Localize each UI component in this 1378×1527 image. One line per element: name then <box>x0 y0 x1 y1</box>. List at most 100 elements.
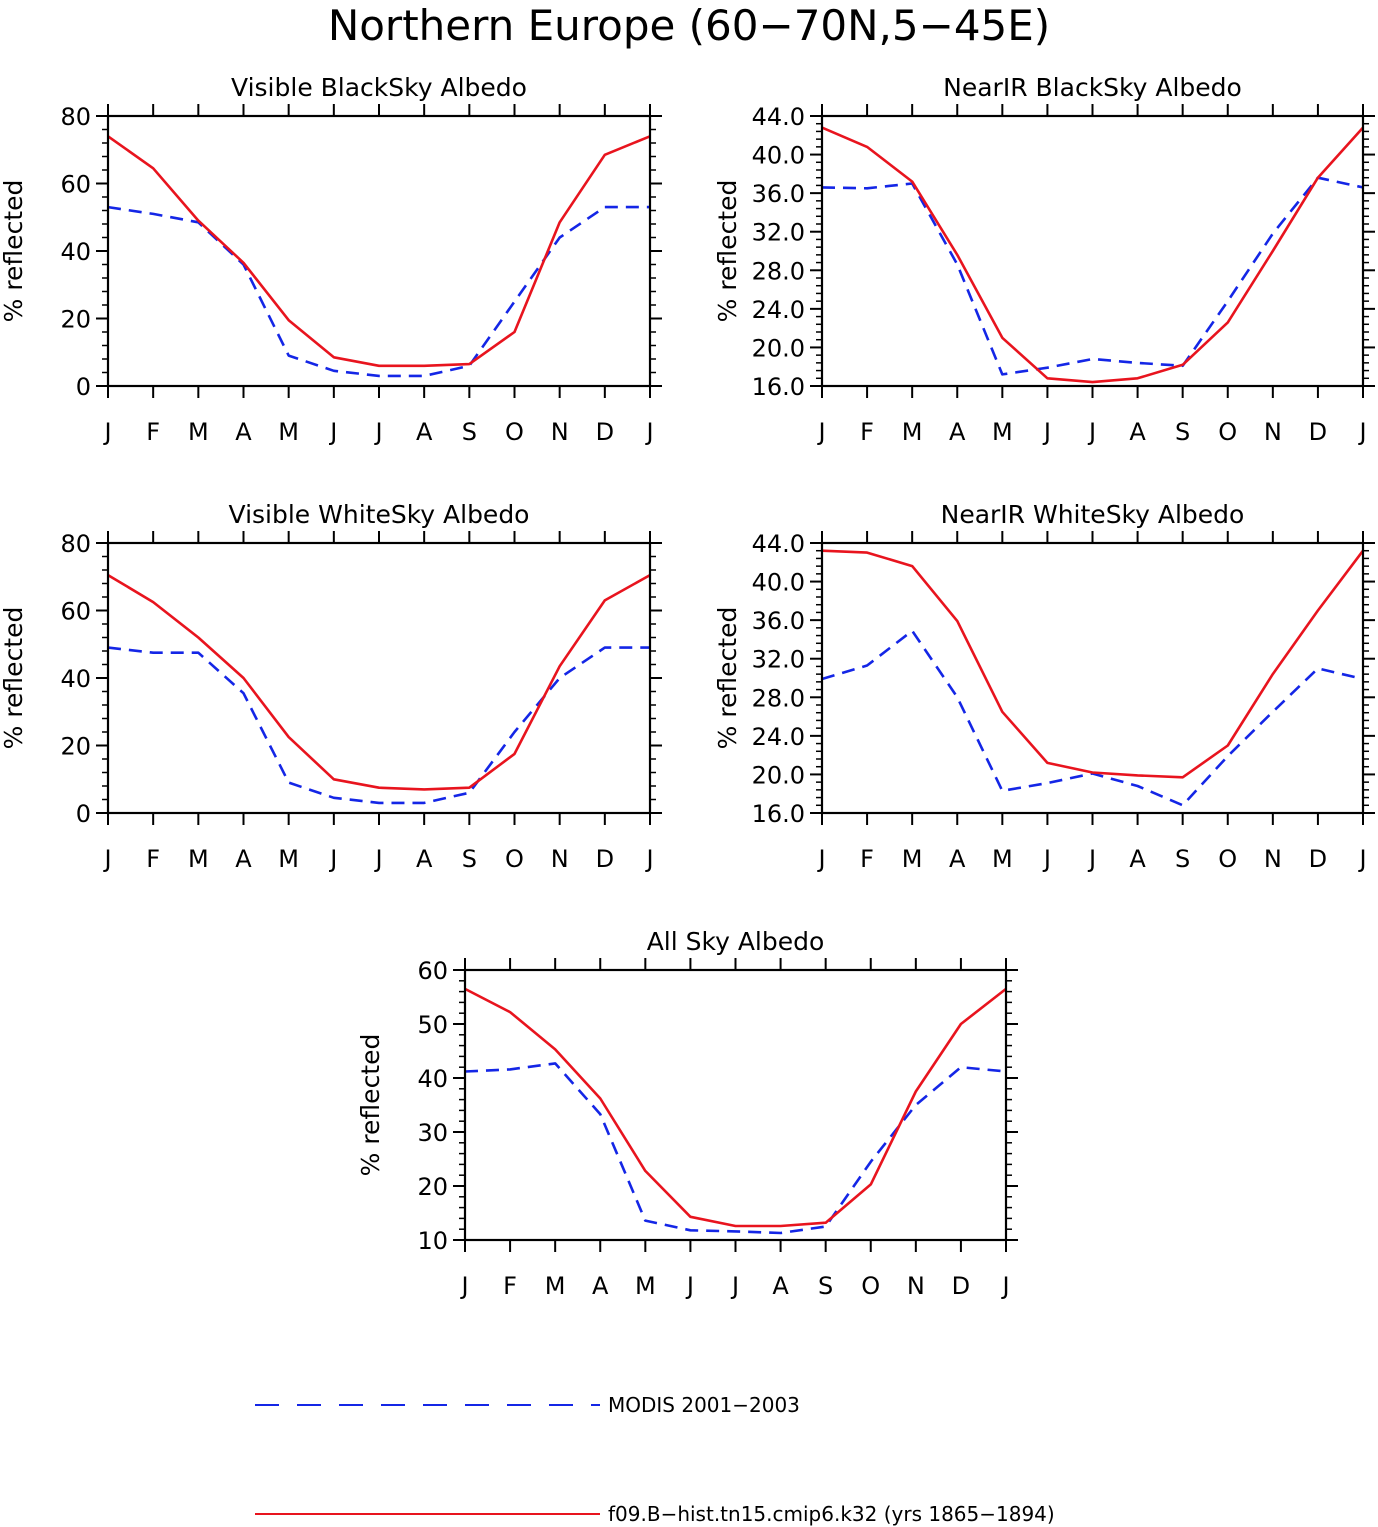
y-axis-label: % reflected <box>713 607 742 750</box>
panel-title: NearIR BlackSky Albedo <box>943 73 1242 102</box>
series-line-modis <box>107 646 650 805</box>
y-tick-label: 40 <box>417 1065 448 1093</box>
y-tick-label: 36.0 <box>752 180 805 208</box>
y-tick-label: 32.0 <box>752 646 805 674</box>
x-tick-label: J <box>1042 845 1051 873</box>
plot-frame <box>820 114 1365 388</box>
series-line-model <box>821 549 1365 779</box>
y-tick-label: 24.0 <box>752 723 805 751</box>
y-tick-label: 20.0 <box>752 761 805 789</box>
x-tick-label: A <box>592 1272 609 1300</box>
x-tick-label: S <box>462 845 477 873</box>
x-tick-label: J <box>1087 418 1096 446</box>
series-line-model <box>107 573 651 791</box>
x-tick-label: J <box>459 1272 468 1300</box>
y-tick-label: 20.0 <box>752 334 805 362</box>
y-tick-label: 20 <box>417 1173 448 1201</box>
series-line-model <box>107 135 651 368</box>
panel-title: NearIR WhiteSky Albedo <box>941 500 1245 529</box>
plot-frame <box>463 968 1008 1242</box>
chart-panel: Visible WhiteSky Albedo % reflected 0 20 40 6… <box>0 500 662 873</box>
x-tick-label: S <box>818 1272 833 1300</box>
panel-title: Visible BlackSky Albedo <box>231 73 527 102</box>
x-tick-label: M <box>992 418 1013 446</box>
x-tick-label: J <box>816 418 825 446</box>
x-tick-label: J <box>373 845 382 873</box>
x-tick-label: D <box>596 845 614 873</box>
x-tick-label: F <box>860 845 874 873</box>
chart-panel: NearIR BlackSky Albedo % reflected 16.0 20.… <box>713 73 1375 446</box>
y-tick-label: 80 <box>60 530 91 558</box>
x-tick-label: D <box>952 1272 970 1300</box>
series-line-modis <box>107 205 650 378</box>
y-tick-label: 60 <box>60 598 91 626</box>
y-axis-label: % reflected <box>356 1034 385 1177</box>
x-tick-label: O <box>861 1272 880 1300</box>
x-tick-label: J <box>1000 1272 1009 1300</box>
legend: MODIS 2001−2003 f09.B−hist.tn15.cmip6.k3… <box>255 1393 1055 1526</box>
x-tick-label: D <box>596 418 614 446</box>
chart-panel: NearIR WhiteSky Albedo % reflected 16.0 20.… <box>713 500 1375 873</box>
x-tick-label: N <box>551 845 569 873</box>
x-tick-label: O <box>1218 418 1237 446</box>
y-tick-label: 44.0 <box>752 530 805 558</box>
x-tick-label: S <box>1175 845 1190 873</box>
y-tick-label: 32.0 <box>752 219 805 247</box>
x-tick-label: J <box>730 1272 739 1300</box>
x-tick-label: J <box>1357 845 1366 873</box>
x-tick-label: A <box>416 845 433 873</box>
x-tick-label: M <box>278 845 299 873</box>
series-line-model <box>464 987 1007 1228</box>
y-tick-label: 24.0 <box>752 296 805 324</box>
x-tick-label: A <box>1129 418 1146 446</box>
x-tick-label: J <box>328 418 337 446</box>
x-tick-label: N <box>551 418 569 446</box>
panels: Visible BlackSky Albedo % reflected 0 20 40 6… <box>0 73 1375 1300</box>
x-tick-label: J <box>1087 845 1096 873</box>
x-tick-label: O <box>1218 845 1237 873</box>
x-tick-label: J <box>644 845 653 873</box>
x-tick-label: J <box>685 1272 694 1300</box>
x-tick-label: J <box>328 845 337 873</box>
x-tick-label: A <box>235 845 252 873</box>
x-tick-label: O <box>505 418 524 446</box>
series-line-modis <box>821 629 1364 807</box>
x-tick-label: M <box>545 1272 566 1300</box>
x-tick-label: J <box>373 418 382 446</box>
y-tick-label: 50 <box>417 1011 448 1039</box>
x-tick-label: M <box>902 418 923 446</box>
y-tick-label: 44.0 <box>752 103 805 131</box>
y-tick-label: 28.0 <box>752 257 805 285</box>
x-tick-label: N <box>907 1272 925 1300</box>
plot-frame <box>106 541 652 815</box>
y-tick-label: 16.0 <box>752 373 805 401</box>
x-tick-label: M <box>635 1272 656 1300</box>
x-tick-label: J <box>102 845 111 873</box>
y-tick-label: 0 <box>76 800 91 828</box>
x-tick-label: M <box>188 418 209 446</box>
x-tick-label: F <box>503 1272 517 1300</box>
x-tick-label: A <box>416 418 433 446</box>
y-tick-label: 20 <box>60 733 91 761</box>
chart-panel: Visible BlackSky Albedo % reflected 0 20 40 6… <box>0 73 662 446</box>
x-tick-label: J <box>1042 418 1051 446</box>
y-tick-label: 16.0 <box>752 800 805 828</box>
y-axis-label: % reflected <box>713 180 742 323</box>
x-tick-label: J <box>644 418 653 446</box>
series-line-modis <box>464 1062 1007 1235</box>
legend-modis-label: MODIS 2001−2003 <box>608 1393 800 1417</box>
y-tick-label: 36.0 <box>752 607 805 635</box>
y-tick-label: 40 <box>60 238 91 266</box>
y-tick-label: 60 <box>417 957 448 985</box>
x-tick-label: M <box>278 418 299 446</box>
y-tick-label: 40 <box>60 665 91 693</box>
y-tick-label: 0 <box>76 373 91 401</box>
x-tick-label: M <box>188 845 209 873</box>
series-line-model <box>821 126 1364 384</box>
x-tick-label: A <box>949 418 966 446</box>
y-axis-label: % reflected <box>0 607 28 750</box>
y-tick-label: 10 <box>417 1227 448 1255</box>
x-tick-label: F <box>146 418 160 446</box>
plot-frame <box>820 541 1365 815</box>
